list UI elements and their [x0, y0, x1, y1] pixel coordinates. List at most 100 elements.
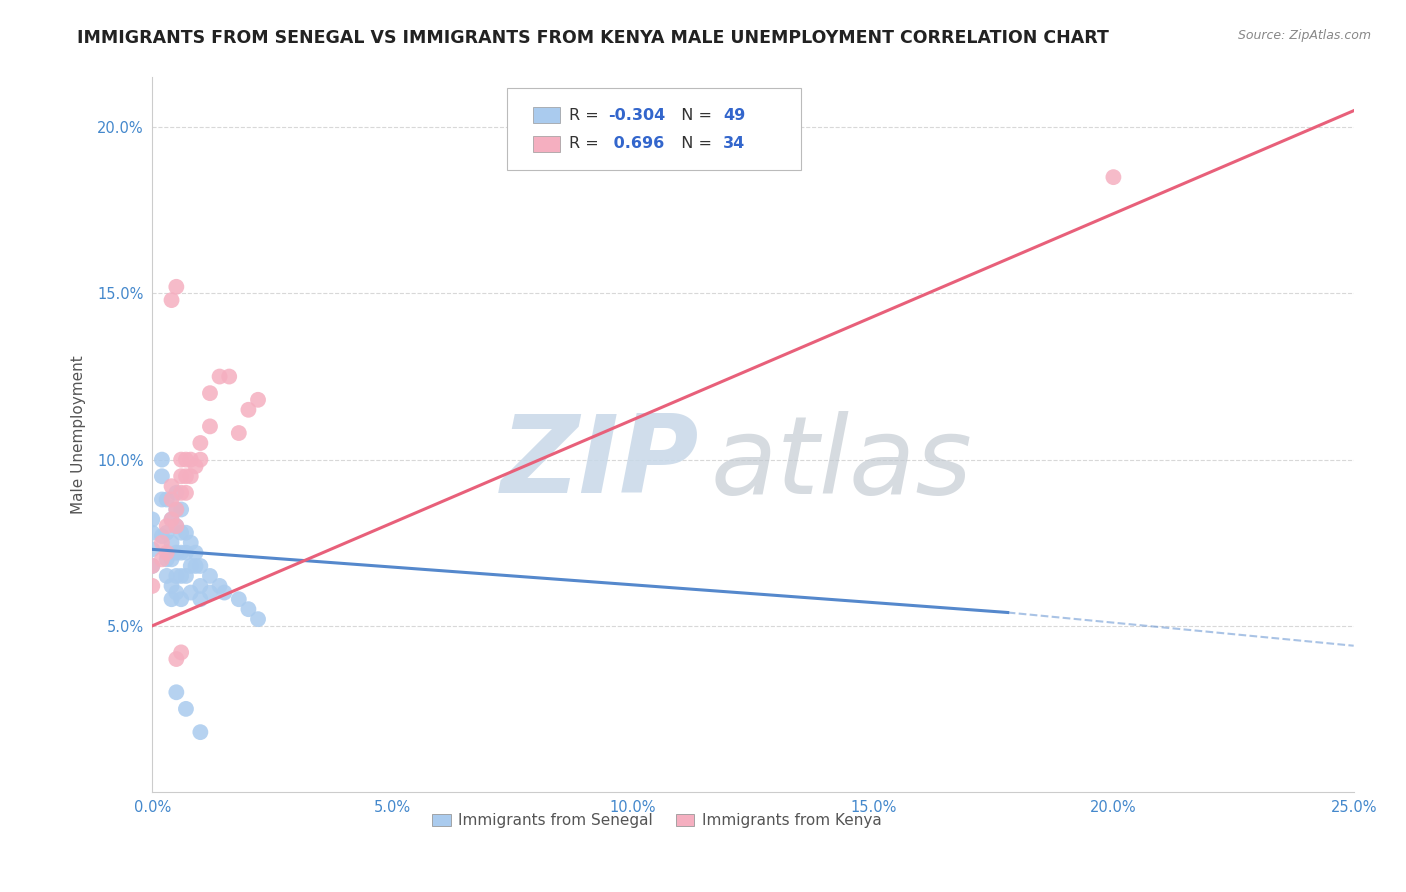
Text: 0.696: 0.696 — [607, 136, 664, 152]
Point — [141, 579, 163, 593]
Point — [180, 452, 202, 467]
Point — [180, 558, 202, 573]
Point — [247, 612, 270, 626]
Point — [190, 725, 212, 739]
Point — [198, 585, 221, 599]
Point — [156, 519, 179, 533]
Point — [190, 579, 212, 593]
Text: atlas: atlas — [711, 411, 973, 516]
Point — [160, 592, 183, 607]
Point — [160, 552, 183, 566]
Point — [174, 569, 197, 583]
Point — [165, 546, 187, 560]
Text: Source: ZipAtlas.com: Source: ZipAtlas.com — [1237, 29, 1371, 42]
Y-axis label: Male Unemployment: Male Unemployment — [72, 355, 86, 514]
Point — [190, 558, 212, 573]
Point — [208, 369, 231, 384]
FancyBboxPatch shape — [533, 107, 560, 123]
Point — [170, 486, 193, 500]
Point — [180, 535, 202, 549]
Point — [165, 280, 187, 294]
Point — [198, 569, 221, 583]
Point — [184, 558, 207, 573]
Point — [218, 369, 240, 384]
Point — [165, 685, 187, 699]
Point — [198, 419, 221, 434]
Text: R =: R = — [569, 108, 605, 123]
Point — [170, 546, 193, 560]
Point — [165, 652, 187, 666]
Point — [165, 502, 187, 516]
Point — [174, 486, 197, 500]
Point — [170, 569, 193, 583]
Point — [184, 546, 207, 560]
Point — [170, 502, 193, 516]
Point — [160, 293, 183, 307]
Point — [150, 469, 173, 483]
Point — [174, 546, 197, 560]
Text: R =: R = — [569, 136, 605, 152]
Point — [150, 452, 173, 467]
Point — [174, 469, 197, 483]
Point — [214, 585, 236, 599]
Point — [208, 579, 231, 593]
Point — [165, 569, 187, 583]
Point — [165, 486, 187, 500]
Point — [160, 535, 183, 549]
Point — [150, 552, 173, 566]
Text: 34: 34 — [723, 136, 745, 152]
Point — [156, 552, 179, 566]
Point — [150, 529, 173, 543]
Point — [141, 525, 163, 540]
Point — [174, 525, 197, 540]
Text: 49: 49 — [723, 108, 745, 123]
Text: N =: N = — [671, 136, 717, 152]
Point — [170, 452, 193, 467]
Point — [150, 492, 173, 507]
Point — [141, 558, 163, 573]
Text: N =: N = — [671, 108, 717, 123]
Point — [198, 386, 221, 401]
Point — [228, 592, 250, 607]
Point — [165, 585, 187, 599]
FancyBboxPatch shape — [506, 88, 801, 170]
Point — [165, 502, 187, 516]
Point — [238, 602, 260, 616]
Point — [156, 569, 179, 583]
Point — [165, 519, 187, 533]
Point — [238, 402, 260, 417]
Point — [156, 546, 179, 560]
Point — [141, 558, 163, 573]
Point — [150, 535, 173, 549]
Point — [156, 525, 179, 540]
Legend: Immigrants from Senegal, Immigrants from Kenya: Immigrants from Senegal, Immigrants from… — [426, 807, 887, 834]
Point — [190, 436, 212, 450]
Point — [174, 452, 197, 467]
Point — [160, 579, 183, 593]
Point — [247, 392, 270, 407]
Point — [1102, 170, 1125, 185]
Point — [165, 519, 187, 533]
Point — [156, 492, 179, 507]
Point — [160, 492, 183, 507]
FancyBboxPatch shape — [533, 136, 560, 152]
Point — [190, 452, 212, 467]
Point — [170, 525, 193, 540]
Point — [190, 592, 212, 607]
Point — [141, 512, 163, 526]
Point — [184, 459, 207, 474]
Point — [160, 479, 183, 493]
Point — [228, 425, 250, 440]
Text: IMMIGRANTS FROM SENEGAL VS IMMIGRANTS FROM KENYA MALE UNEMPLOYMENT CORRELATION C: IMMIGRANTS FROM SENEGAL VS IMMIGRANTS FR… — [77, 29, 1109, 46]
Point — [170, 592, 193, 607]
Point — [180, 585, 202, 599]
Text: ZIP: ZIP — [501, 410, 699, 516]
Point — [160, 512, 183, 526]
Point — [170, 469, 193, 483]
Text: -0.304: -0.304 — [607, 108, 665, 123]
Point — [141, 542, 163, 557]
Point — [160, 512, 183, 526]
Point — [170, 645, 193, 659]
Point — [174, 702, 197, 716]
Point — [180, 469, 202, 483]
